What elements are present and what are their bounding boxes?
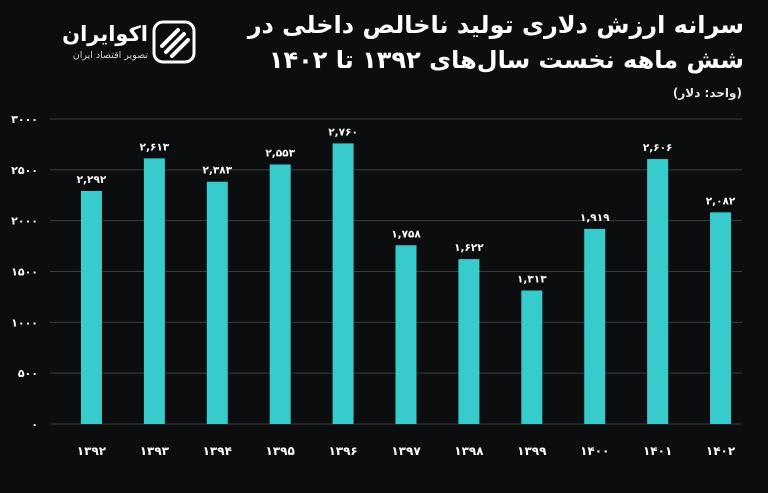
bar-value-label: ۲,۷۶۰: [328, 126, 358, 138]
bars: [80, 143, 732, 424]
bar-value-label: ۱,۳۱۳: [517, 274, 547, 286]
brand-logo: اکوایران تصویر اقتصاد ایران: [30, 20, 200, 70]
x-category-label: ۱۳۹۲: [77, 444, 107, 458]
chart-unit-subtitle: (واحد: دلار): [672, 86, 742, 100]
bar: [80, 190, 102, 424]
bar: [332, 143, 354, 424]
y-tick-label: ۲۰۰۰: [11, 215, 38, 228]
x-category-label: ۱۴۰۱: [643, 444, 672, 458]
chart-header: سرانه ارزش دلاری تولید ناخالص داخلی در ش…: [0, 0, 768, 110]
bar: [206, 181, 228, 424]
bar-value-label: ۱,۷۵۸: [391, 228, 421, 240]
y-tick-label: ۲۵۰۰: [11, 164, 38, 177]
x-axis-labels: ۱۳۹۲ ۱۳۹۳ ۱۳۹۴ ۱۳۹۵ ۱۳۹۶ ۱۳۹۷ ۱۳۹۸ ۱۳۹۹ ۱۴۰۰ ۱۴۰۱…: [77, 444, 736, 458]
ekoiran-logo-icon: [152, 20, 196, 64]
bar-value-label: ۲,۰۸۲: [706, 195, 736, 207]
x-category-label: ۱۳۹۶: [328, 444, 357, 458]
x-category-label: ۱۳۹۴: [203, 444, 232, 458]
bar: [584, 228, 606, 424]
bar-value-label: ۲,۳۸۳: [202, 165, 232, 177]
bar: [647, 159, 669, 424]
x-category-label: ۱۳۹۹: [517, 444, 547, 458]
x-category-label: ۱۴۰۲: [706, 444, 736, 458]
x-category-label: ۱۴۰۰: [580, 444, 609, 458]
x-category-label: ۱۳۹۳: [140, 444, 170, 458]
bar: [458, 259, 480, 424]
y-tick-label: ۱۵۰۰: [11, 266, 38, 279]
bar: [143, 158, 165, 424]
x-category-label: ۱۳۹۸: [454, 444, 484, 458]
x-category-label: ۱۳۹۷: [391, 444, 421, 458]
y-tick-label: ۳۰۰۰: [11, 113, 38, 126]
bar-value-label: ۱,۶۲۲: [454, 242, 484, 254]
x-category-label: ۱۳۹۵: [266, 444, 295, 458]
y-axis-ticks: ۰ ۵۰۰ ۱۰۰۰ ۱۵۰۰ ۲۰۰۰ ۲۵۰۰ ۳۰۰۰: [11, 113, 38, 431]
bar-value-label: ۲,۶۱۳: [140, 141, 170, 153]
y-tick-label: ۵۰۰: [18, 367, 38, 380]
bar: [710, 212, 732, 424]
bar-value-label: ۲,۶۰۶: [643, 142, 673, 154]
bar: [395, 245, 417, 424]
bar-value-label: ۱,۹۱۹: [580, 212, 610, 224]
bar-value-label: ۲,۲۹۲: [77, 174, 107, 186]
chart-title: سرانه ارزش دلاری تولید ناخالص داخلی در ش…: [247, 11, 744, 74]
bar: [269, 164, 291, 424]
value-labels: ۲,۲۹۲ ۲,۶۱۳ ۲,۳۸۳ ۲,۵۵۳ ۲,۷۶۰ ۱,۷۵۸ ۱,۶۲۲ ۱,۳۱۳…: [77, 126, 736, 285]
bar-value-label: ۲,۵۵۳: [265, 147, 295, 159]
brand-name: اکوایران: [62, 22, 148, 46]
brand-tagline: تصویر اقتصاد ایران: [72, 50, 148, 61]
bar: [521, 290, 543, 424]
y-tick-label: ۱۰۰۰: [11, 316, 38, 329]
y-tick-label: ۰: [31, 418, 38, 431]
